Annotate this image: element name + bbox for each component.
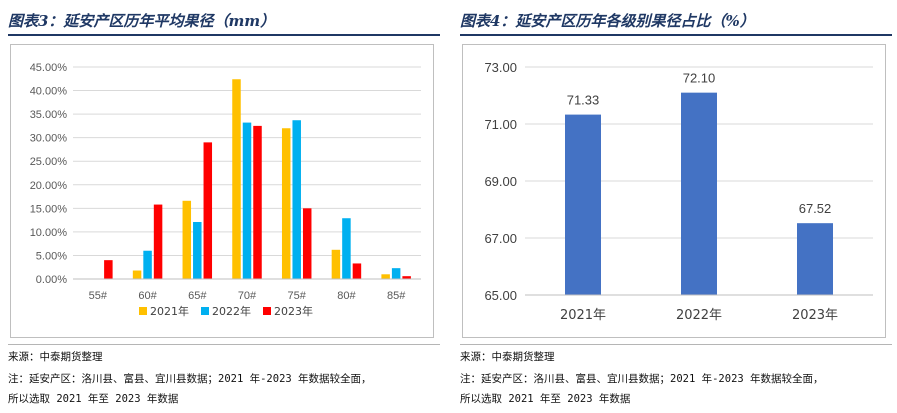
bar-2022年 bbox=[391, 268, 401, 279]
footer-rule bbox=[460, 344, 892, 345]
x-tick-label: 80# bbox=[337, 290, 356, 302]
x-tick-label: 2023年 bbox=[792, 308, 838, 323]
footnote-line-2: 所以选取 2021 年至 2023 年数据 bbox=[8, 393, 179, 405]
y-tick-label: 73.00 bbox=[484, 60, 517, 75]
bar-2023年 bbox=[352, 263, 362, 279]
bar-2023年 bbox=[302, 208, 312, 279]
chart-box-right: 65.00 67.00 69.00 71.00 73.00 71.33 2021年 72.10… bbox=[462, 44, 886, 338]
source-note: 来源：中泰期货整理 bbox=[8, 351, 103, 363]
x-tick-label: 75# bbox=[288, 290, 307, 302]
bar-2021年 bbox=[381, 274, 390, 279]
y-tick-label: 67.00 bbox=[484, 231, 517, 246]
bar-2023年 bbox=[253, 125, 262, 279]
bar-2021年 bbox=[331, 249, 341, 279]
y-tick-label: 65.00 bbox=[484, 288, 517, 303]
title-rule bbox=[460, 34, 892, 36]
y-tick-label: 45.00% bbox=[30, 62, 68, 74]
legend-label: 2023年 bbox=[274, 304, 313, 318]
bar-2022年 bbox=[193, 221, 202, 279]
bar-2023年 bbox=[104, 260, 113, 279]
data-label: 71.33 bbox=[567, 93, 600, 108]
data-label: 72.10 bbox=[683, 71, 716, 86]
x-tick-label: 70# bbox=[238, 290, 257, 302]
legend-swatch bbox=[263, 307, 271, 315]
bar-2021年 bbox=[281, 128, 291, 279]
y-tick-label: 40.00% bbox=[30, 86, 68, 98]
y-tick-label: 0.00% bbox=[36, 274, 67, 286]
legend-swatch bbox=[201, 307, 209, 315]
bar-2021年 bbox=[182, 200, 192, 279]
bar-chart: 65.00 67.00 69.00 71.00 73.00 71.33 2021年 72.10… bbox=[484, 60, 873, 323]
chart-title-left: 图表3：延安产区历年平均果径（mm） bbox=[8, 12, 276, 30]
chart-title-right: 图表4：延安产区历年各级别果径占比（%） bbox=[460, 12, 755, 30]
footnote-line-1: 注：延安产区：洛川县、富县、宜川县数据；2021 年-2023 年数据较全面， bbox=[8, 373, 372, 385]
bar-2023年 bbox=[402, 276, 411, 279]
x-tick-label: 85# bbox=[387, 290, 406, 302]
y-tick-label: 15.00% bbox=[30, 203, 68, 215]
x-tick-label: 65# bbox=[188, 290, 207, 302]
bar-2021年 bbox=[232, 79, 241, 279]
bar-2023年 bbox=[203, 142, 213, 279]
y-tick-label: 20.00% bbox=[30, 180, 68, 192]
x-tick-label: 55# bbox=[89, 290, 108, 302]
bar-2022年 bbox=[242, 122, 252, 279]
bar bbox=[681, 92, 717, 296]
y-tick-label: 35.00% bbox=[30, 109, 68, 121]
y-tick-label: 30.00% bbox=[30, 133, 68, 145]
chart-box-left: 0.00% 5.00% 10.00% 15.00% 20.00% 25.00% 30.00%… bbox=[10, 44, 434, 338]
panel-average-diameter: 图表3：延安产区历年平均果径（mm） 0.00% 5.00% 10.00% 15.00… bbox=[8, 0, 440, 413]
data-label: 67.52 bbox=[799, 201, 832, 216]
y-tick-label: 10.00% bbox=[30, 227, 68, 239]
bar-2021年 bbox=[132, 270, 142, 279]
y-tick-label: 5.00% bbox=[36, 250, 67, 262]
y-tick-label: 71.00 bbox=[484, 117, 517, 132]
x-tick-label: 2021年 bbox=[560, 308, 606, 323]
footer-rule bbox=[8, 344, 440, 345]
source-note: 来源：中泰期货整理 bbox=[460, 351, 555, 363]
bar-2022年 bbox=[143, 250, 152, 279]
bar bbox=[797, 223, 833, 295]
panel-grade-share: 图表4：延安产区历年各级别果径占比（%） 65.00 67.00 69.00 71.0… bbox=[460, 0, 892, 413]
bar-2023年 bbox=[153, 204, 163, 279]
y-tick-label: 69.00 bbox=[484, 174, 517, 189]
bar-2022年 bbox=[292, 120, 301, 279]
y-tick-label: 25.00% bbox=[30, 156, 68, 168]
grouped-bar-chart: 0.00% 5.00% 10.00% 15.00% 20.00% 25.00% 30.00%… bbox=[30, 62, 421, 318]
title-rule bbox=[8, 34, 440, 36]
legend-swatch bbox=[139, 307, 147, 315]
x-tick-label: 2022年 bbox=[676, 308, 722, 323]
legend-label: 2021年 bbox=[150, 304, 189, 318]
legend-label: 2022年 bbox=[212, 304, 251, 318]
bar-2022年 bbox=[342, 218, 351, 279]
x-tick-label: 60# bbox=[138, 290, 157, 302]
footnote-line-2: 所以选取 2021 年至 2023 年数据 bbox=[460, 393, 631, 405]
bar bbox=[565, 114, 601, 295]
footnote-line-1: 注：延安产区：洛川县、富县、宜川县数据；2021 年-2023 年数据较全面， bbox=[460, 373, 824, 385]
